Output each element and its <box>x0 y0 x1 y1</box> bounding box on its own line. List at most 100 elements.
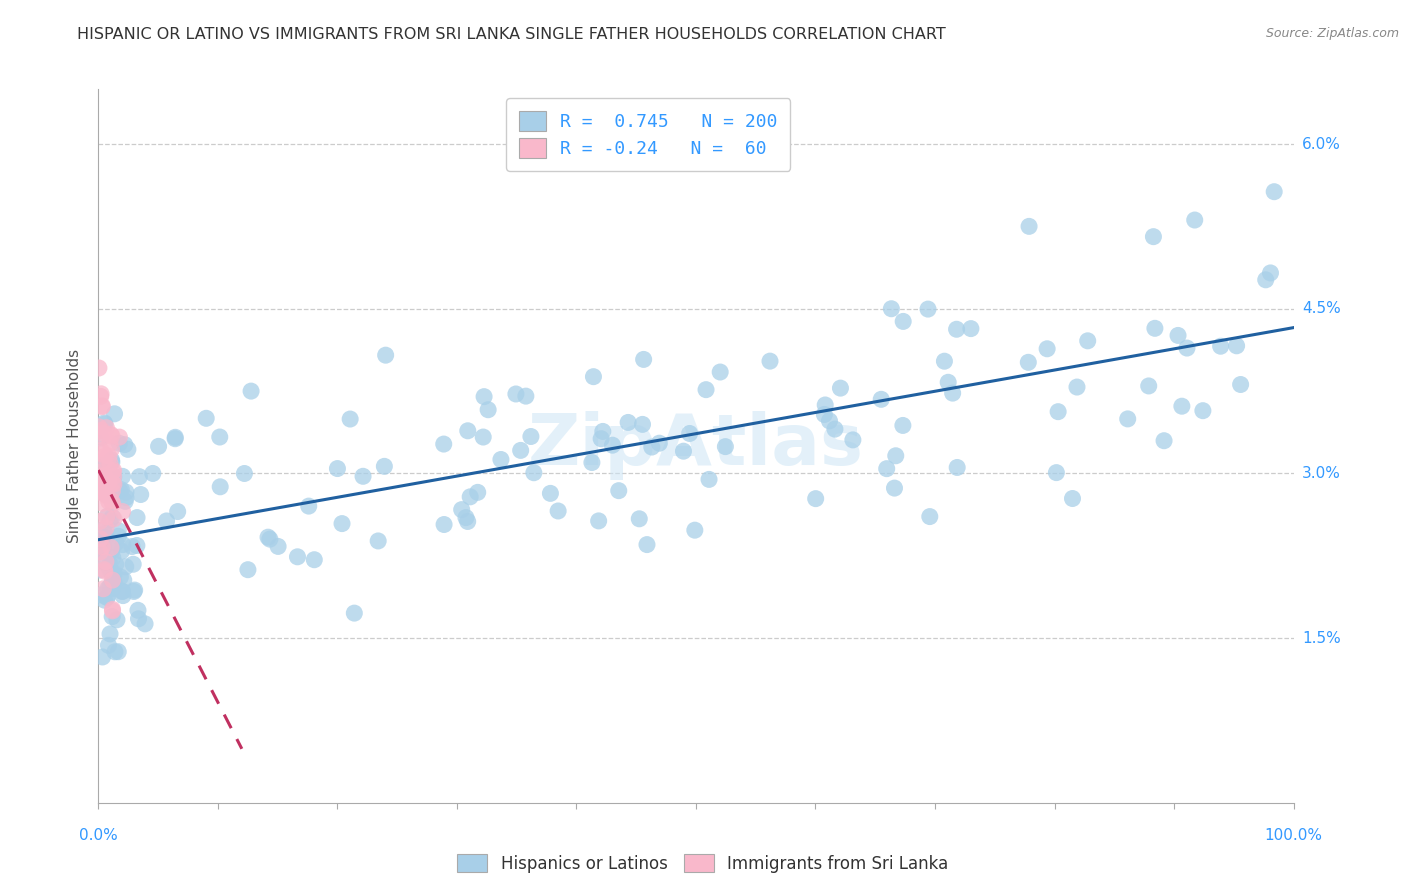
Point <box>934 354 956 368</box>
Point <box>100 541 122 555</box>
Point <box>458 490 481 504</box>
Point <box>433 517 456 532</box>
Point <box>1254 273 1277 287</box>
Point <box>101 484 124 499</box>
Point <box>97 582 120 596</box>
Point <box>89 485 111 500</box>
Point <box>111 584 134 599</box>
Point <box>94 486 117 500</box>
Point <box>97 638 120 652</box>
Point <box>98 513 121 527</box>
Point <box>1142 229 1164 244</box>
Point <box>91 483 114 497</box>
Point <box>339 412 361 426</box>
Point <box>165 432 187 446</box>
Point <box>134 616 156 631</box>
Point <box>110 544 132 558</box>
Point <box>477 402 499 417</box>
Point <box>631 417 654 432</box>
Point <box>352 469 374 483</box>
Point <box>103 576 125 591</box>
Point <box>122 584 145 599</box>
Point <box>100 493 122 508</box>
Point <box>101 604 124 618</box>
Point <box>1192 403 1215 417</box>
Point <box>91 523 114 537</box>
Point <box>100 427 122 442</box>
Point <box>93 468 115 483</box>
Point <box>100 453 122 467</box>
Point <box>830 381 852 395</box>
Point <box>582 369 605 384</box>
Point <box>90 471 112 485</box>
Point <box>91 430 114 444</box>
Point <box>1017 355 1039 369</box>
Point <box>94 449 117 463</box>
Point <box>648 436 671 450</box>
Point <box>209 480 232 494</box>
Point <box>111 589 134 603</box>
Point <box>104 645 127 659</box>
Point <box>91 399 114 413</box>
Point <box>101 429 124 443</box>
Point <box>110 483 132 497</box>
Point <box>842 433 865 447</box>
Point <box>94 417 117 431</box>
Point <box>489 452 512 467</box>
Point <box>1184 213 1206 227</box>
Point <box>129 487 152 501</box>
Point <box>111 469 134 483</box>
Point <box>97 488 120 502</box>
Point <box>695 383 717 397</box>
Point <box>824 422 846 436</box>
Point <box>100 563 122 577</box>
Point <box>111 504 134 518</box>
Point <box>1167 328 1189 343</box>
Point <box>472 430 495 444</box>
Point <box>101 497 124 511</box>
Point <box>89 545 111 559</box>
Point <box>90 446 112 460</box>
Point <box>1226 339 1249 353</box>
Point <box>97 560 120 574</box>
Point <box>101 582 124 596</box>
Point <box>93 416 115 430</box>
Point <box>101 510 124 524</box>
Text: 0.0%: 0.0% <box>79 828 118 843</box>
Point <box>93 540 115 554</box>
Point <box>343 606 366 620</box>
Point <box>94 555 117 569</box>
Point <box>166 504 188 518</box>
Point <box>367 533 389 548</box>
Point <box>112 573 135 587</box>
Point <box>942 386 965 401</box>
Point <box>97 509 120 524</box>
Point <box>91 544 114 558</box>
Point <box>1036 342 1059 356</box>
Point <box>90 423 112 437</box>
Point <box>89 532 111 546</box>
Point <box>96 591 118 605</box>
Point <box>93 556 115 570</box>
Point <box>236 563 259 577</box>
Point <box>96 590 118 604</box>
Point <box>142 467 165 481</box>
Point <box>945 322 967 336</box>
Point <box>90 389 112 403</box>
Point <box>128 469 150 483</box>
Point <box>259 532 281 546</box>
Point <box>267 540 290 554</box>
Point <box>93 454 115 468</box>
Point <box>91 496 114 510</box>
Point <box>918 509 941 524</box>
Point <box>90 386 112 401</box>
Point <box>111 537 134 551</box>
Point <box>714 440 737 454</box>
Point <box>523 466 546 480</box>
Point <box>90 588 112 602</box>
Point <box>87 471 110 485</box>
Point <box>165 430 187 444</box>
Point <box>108 430 131 444</box>
Point <box>91 540 114 554</box>
Point <box>91 426 114 441</box>
